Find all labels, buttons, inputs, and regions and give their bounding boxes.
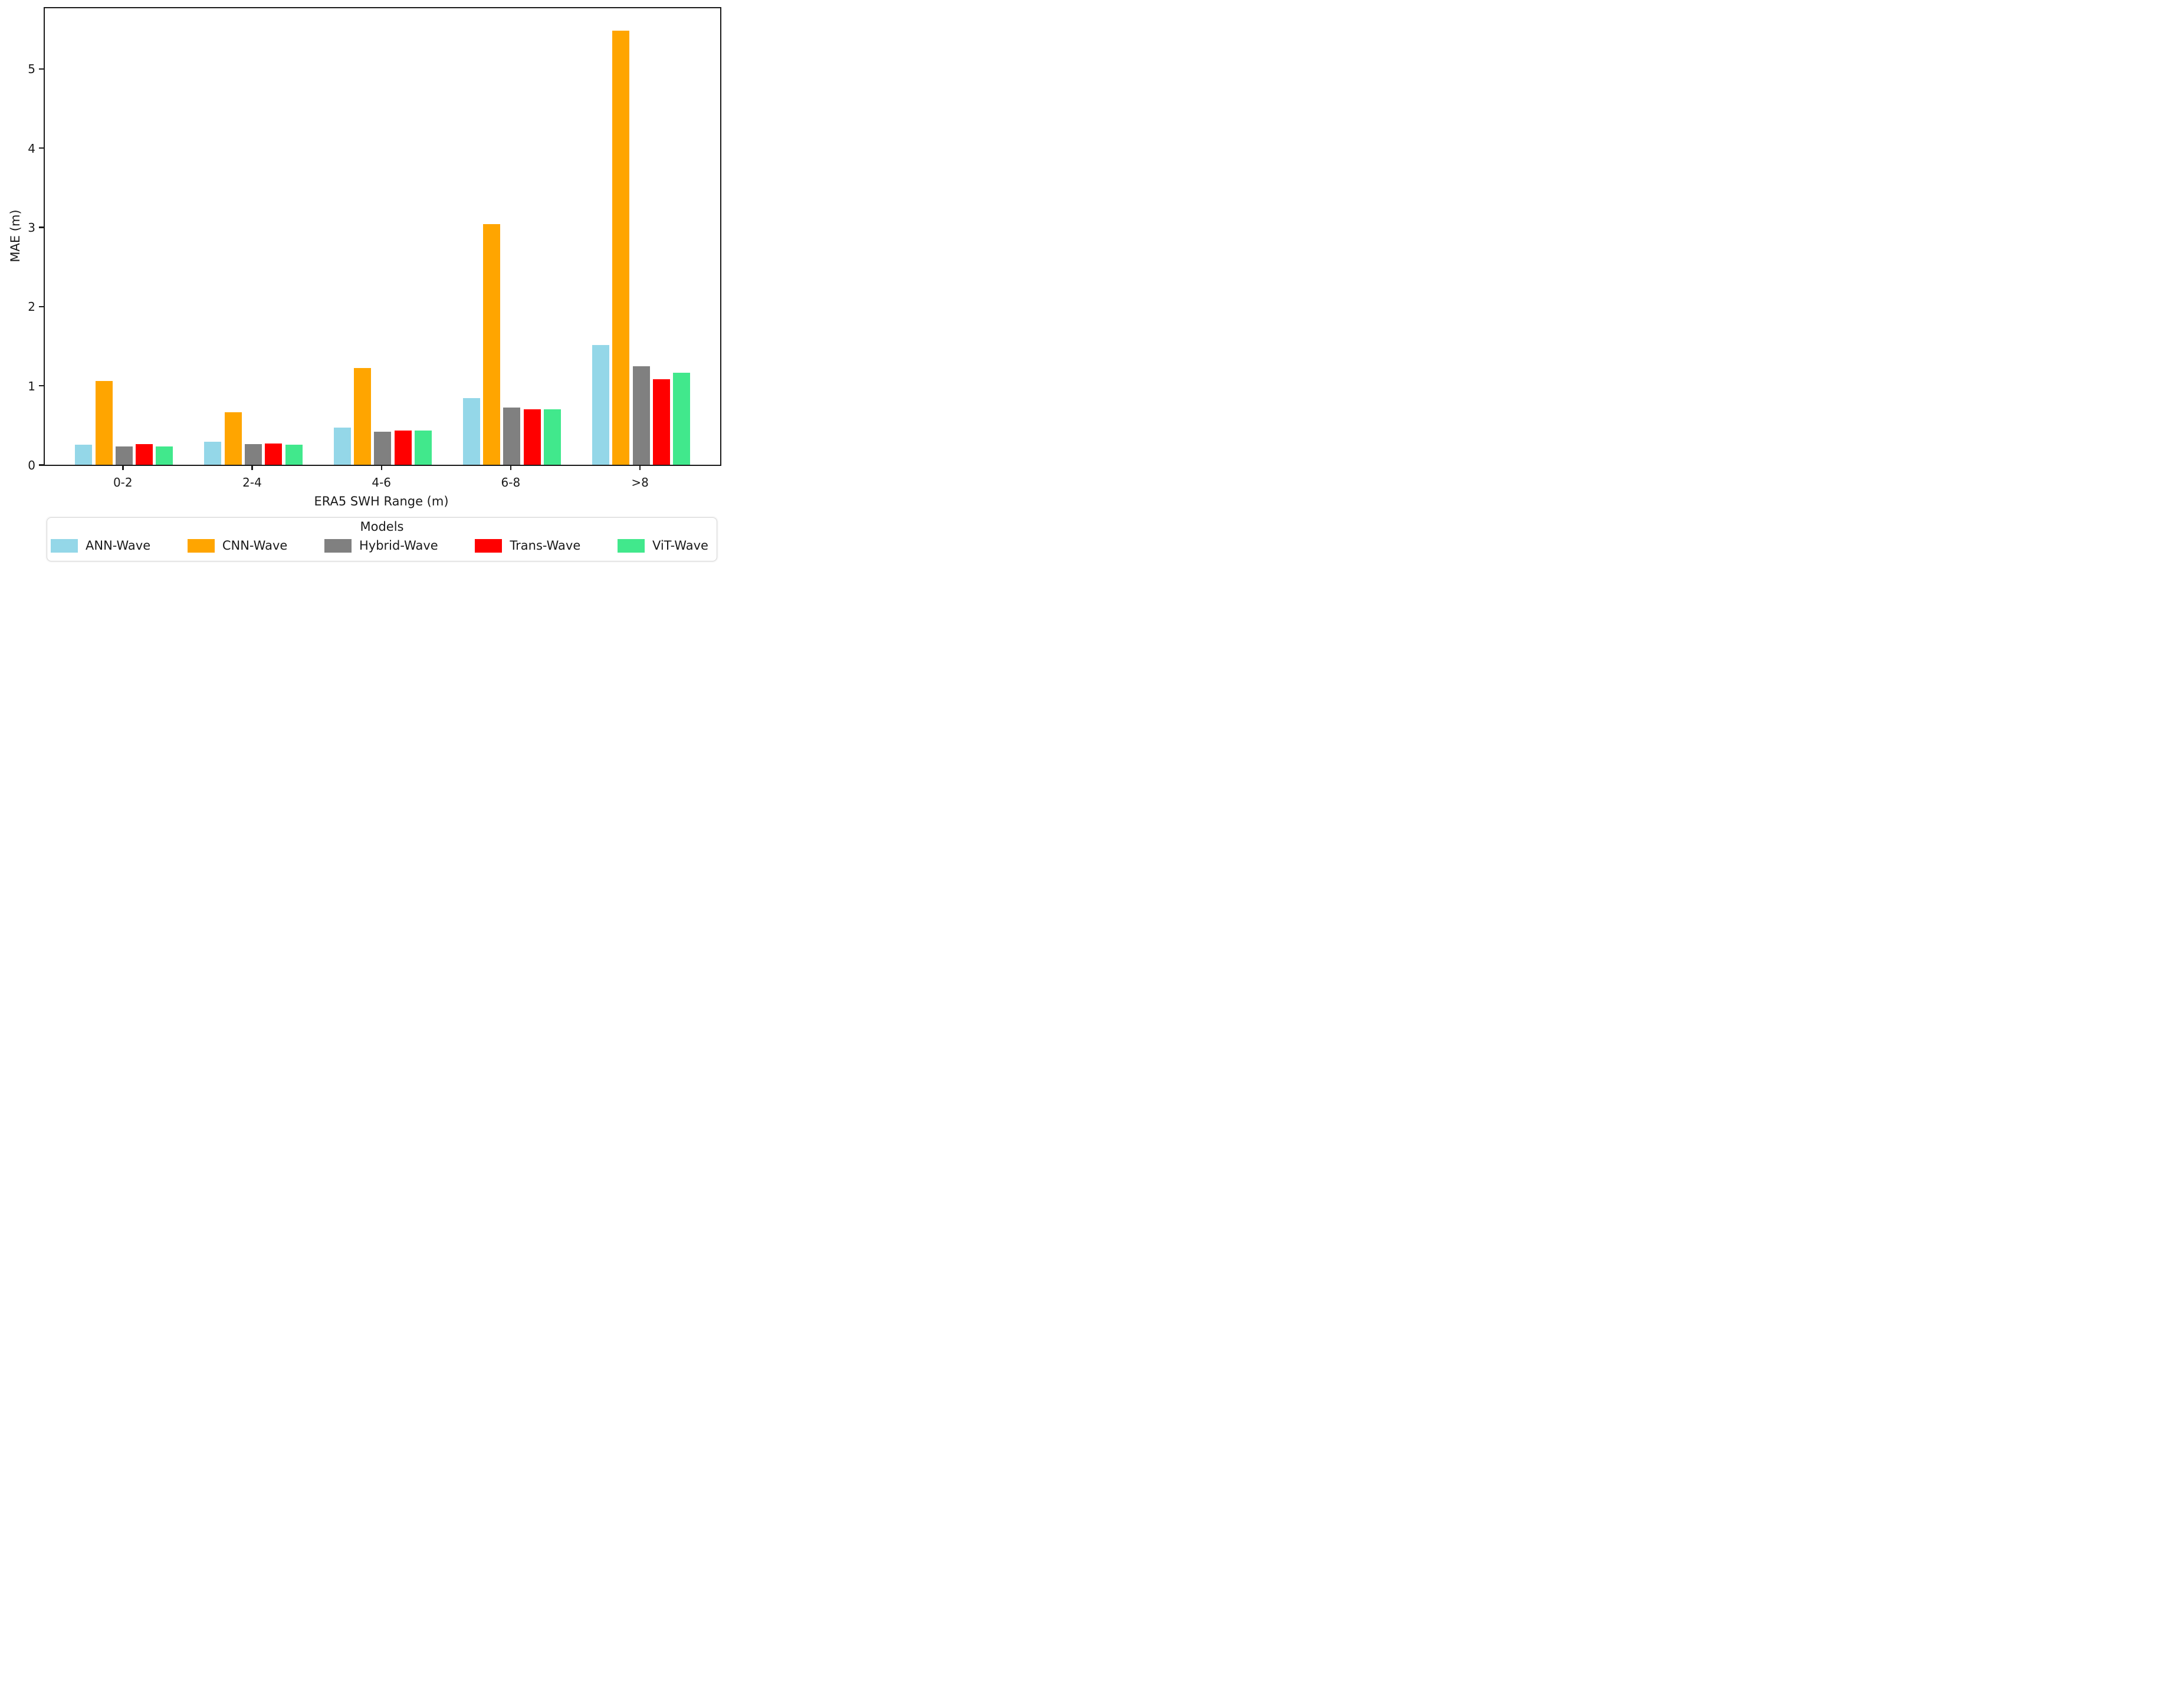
bar-cnn-wave->8 bbox=[612, 30, 630, 465]
bar-hybrid-wave-6-8 bbox=[503, 408, 521, 465]
x-tick-mark-6-8 bbox=[510, 465, 512, 470]
legend-item-ann-wave: ANN-Wave bbox=[51, 538, 150, 553]
bar-vit-wave->8 bbox=[673, 373, 691, 465]
legend-label-trans-wave: Trans-Wave bbox=[510, 538, 581, 553]
x-tick-label-4-6: 4-6 bbox=[372, 475, 392, 490]
y-tick-label-5: 5 bbox=[28, 62, 35, 77]
bar-trans-wave-6-8 bbox=[523, 409, 541, 465]
legend-item-trans-wave: Trans-Wave bbox=[475, 538, 580, 553]
x-tick-label-0-2: 0-2 bbox=[113, 475, 133, 490]
bar-cnn-wave-2-4 bbox=[224, 412, 242, 465]
bar-vit-wave-2-4 bbox=[285, 445, 303, 465]
x-tick-mark->8 bbox=[639, 465, 641, 470]
bar-trans-wave-2-4 bbox=[265, 443, 283, 465]
legend-swatch-cnn-wave bbox=[187, 538, 215, 553]
bar-trans-wave->8 bbox=[652, 379, 670, 465]
bar-ann-wave-0-2 bbox=[75, 445, 93, 465]
y-tick-mark-2 bbox=[39, 306, 44, 308]
y-tick-label-0: 0 bbox=[28, 458, 35, 472]
bar-trans-wave-4-6 bbox=[394, 431, 412, 465]
bar-ann-wave-2-4 bbox=[204, 442, 222, 465]
bar-hybrid-wave-2-4 bbox=[245, 444, 262, 465]
legend-box: Models ANN-Wave CNN-Wave Hybrid-Wave Trans-… bbox=[47, 517, 717, 561]
legend-swatch-trans-wave bbox=[475, 538, 503, 553]
bar-ann-wave-6-8 bbox=[462, 398, 480, 465]
legend-swatch-hybrid-wave bbox=[324, 538, 352, 553]
bar-cnn-wave-4-6 bbox=[353, 368, 371, 465]
bar-vit-wave-6-8 bbox=[544, 409, 561, 465]
x-tick-mark-0-2 bbox=[122, 465, 124, 470]
legend-swatch-vit-wave bbox=[617, 538, 645, 553]
bar-cnn-wave-6-8 bbox=[483, 224, 501, 465]
bar-vit-wave-0-2 bbox=[156, 446, 173, 465]
x-tick-label-6-8: 6-8 bbox=[501, 475, 521, 490]
legend-items: ANN-Wave CNN-Wave Hybrid-Wave Trans-Wave ViT… bbox=[47, 534, 717, 561]
y-tick-mark-3 bbox=[39, 226, 44, 228]
legend-title: Models bbox=[360, 520, 404, 534]
bar-cnn-wave-0-2 bbox=[95, 380, 113, 465]
y-tick-label-2: 2 bbox=[28, 300, 35, 314]
y-tick-mark-5 bbox=[39, 68, 44, 70]
x-tick-mark-2-4 bbox=[251, 465, 253, 470]
bar-hybrid-wave-4-6 bbox=[374, 431, 392, 465]
legend-swatch-ann-wave bbox=[51, 538, 78, 553]
y-tick-mark-0 bbox=[39, 464, 44, 466]
legend-item-vit-wave: ViT-Wave bbox=[617, 538, 708, 553]
bar-vit-wave-4-6 bbox=[414, 431, 432, 465]
y-tick-label-1: 1 bbox=[28, 379, 35, 393]
bar-hybrid-wave-0-2 bbox=[115, 446, 133, 465]
x-tick-mark-4-6 bbox=[380, 465, 382, 470]
legend-label-hybrid-wave: Hybrid-Wave bbox=[359, 538, 438, 553]
bar-ann-wave-4-6 bbox=[333, 427, 351, 465]
legend-item-cnn-wave: CNN-Wave bbox=[187, 538, 288, 553]
bar-ann-wave->8 bbox=[592, 345, 609, 465]
x-axis-title: ERA5 SWH Range (m) bbox=[314, 494, 449, 508]
plot-area bbox=[44, 7, 721, 466]
x-tick-label->8: >8 bbox=[631, 475, 649, 490]
legend-label-vit-wave: ViT-Wave bbox=[652, 538, 708, 553]
legend-label-cnn-wave: CNN-Wave bbox=[222, 538, 288, 553]
bar-trans-wave-0-2 bbox=[136, 444, 153, 465]
legend-item-hybrid-wave: Hybrid-Wave bbox=[324, 538, 438, 553]
legend-label-ann-wave: ANN-Wave bbox=[86, 538, 151, 553]
bar-hybrid-wave->8 bbox=[632, 366, 650, 465]
y-tick-mark-4 bbox=[39, 147, 44, 149]
x-tick-label-2-4: 2-4 bbox=[242, 475, 262, 490]
y-tick-mark-1 bbox=[39, 385, 44, 387]
y-tick-label-4: 4 bbox=[28, 141, 35, 156]
y-tick-label-3: 3 bbox=[28, 221, 35, 235]
